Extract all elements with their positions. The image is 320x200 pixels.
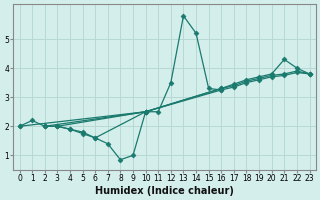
X-axis label: Humidex (Indice chaleur): Humidex (Indice chaleur) <box>95 186 234 196</box>
